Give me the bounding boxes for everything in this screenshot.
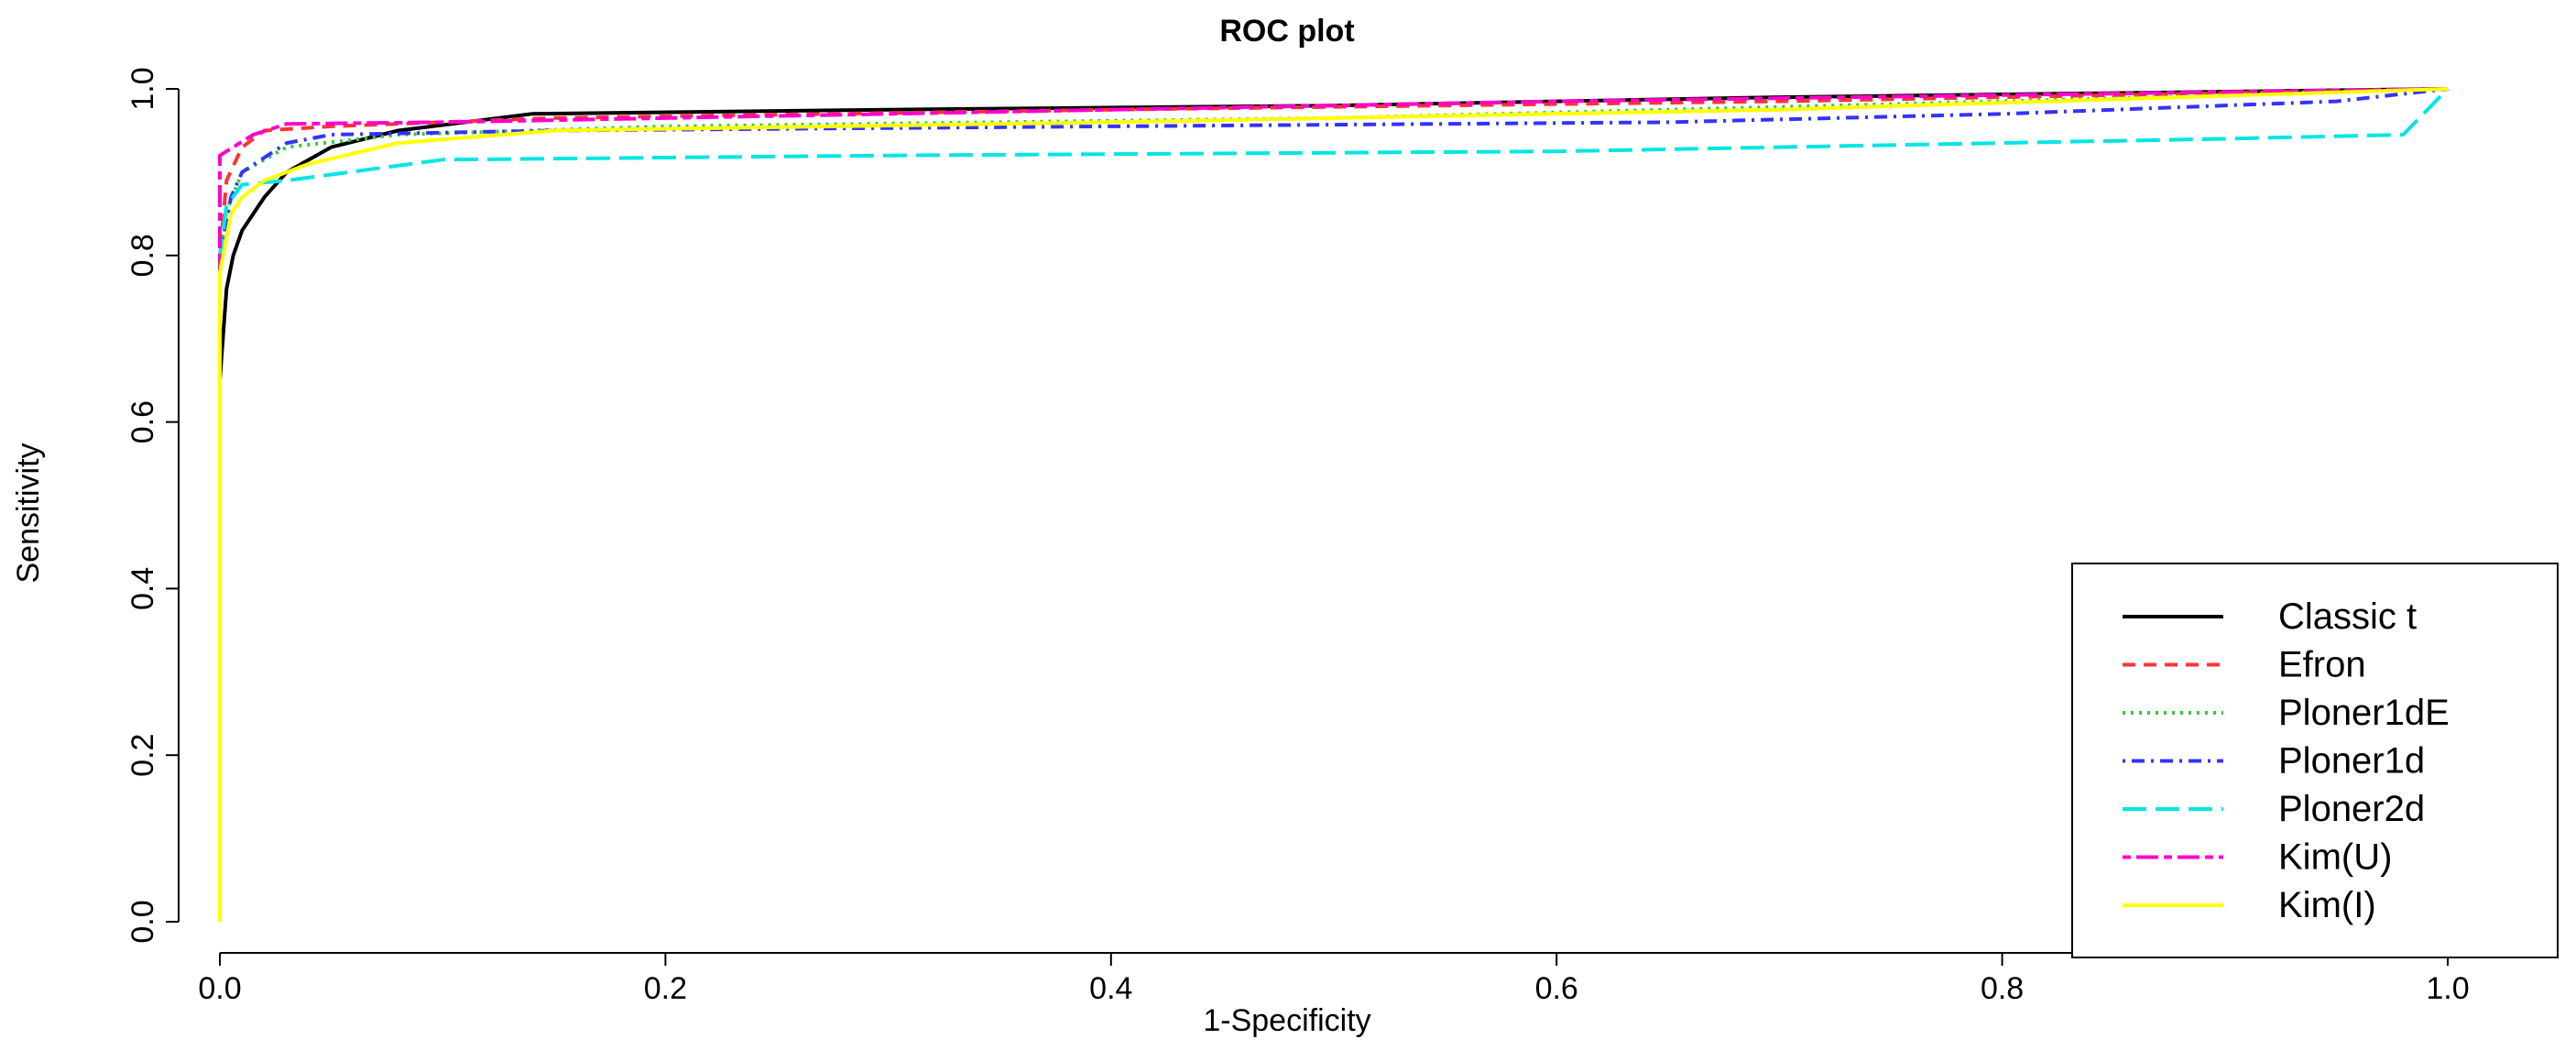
- legend-label: Efron: [2278, 645, 2366, 685]
- series-line-kim-i: [218, 87, 2449, 922]
- x-tick-label: 0.6: [1535, 971, 1578, 1006]
- y-tick-label: 0.0: [126, 900, 160, 943]
- legend-label: Ploner2d: [2278, 789, 2425, 829]
- series-line-ploner2d: [218, 87, 2450, 922]
- x-tick-label: 1.0: [2426, 971, 2469, 1006]
- chart-title: ROC plot: [1219, 14, 1354, 49]
- legend-label: Ploner1dE: [2278, 693, 2450, 733]
- legend-label: Kim(I): [2278, 885, 2376, 925]
- series-lines: [218, 87, 2450, 922]
- legend-label: Kim(U): [2278, 837, 2392, 878]
- y-tick-label: 0.8: [126, 234, 160, 277]
- legend: Classic t Efron Ploner1dE Ploner1d Ploner2d K…: [2071, 563, 2559, 958]
- y-tick-label: 0.4: [126, 567, 160, 610]
- series-line-kim-u: [218, 87, 2449, 922]
- x-tick-label: 0.2: [644, 971, 687, 1006]
- axes: 0.0 0.2 0.4 0.6 0.8 1.0 0.0 0.2 0.4 0.6 0.8 1.0: [126, 67, 2470, 1006]
- y-tick-label: 1.0: [126, 67, 160, 110]
- y-tick-label: 0.2: [126, 734, 160, 777]
- x-tick-label: 0.8: [1981, 971, 2024, 1006]
- x-axis-label: 1-Specificity: [1203, 1003, 1370, 1038]
- x-tick-label: 0.0: [198, 971, 241, 1006]
- y-axis-label: Sensitivity: [11, 443, 46, 583]
- legend-label: Ploner1d: [2278, 741, 2425, 782]
- x-tick-label: 0.4: [1089, 971, 1132, 1006]
- legend-label: Classic t: [2278, 596, 2417, 637]
- y-tick-label: 0.6: [126, 400, 160, 443]
- series-line-ploner1de: [218, 87, 2449, 922]
